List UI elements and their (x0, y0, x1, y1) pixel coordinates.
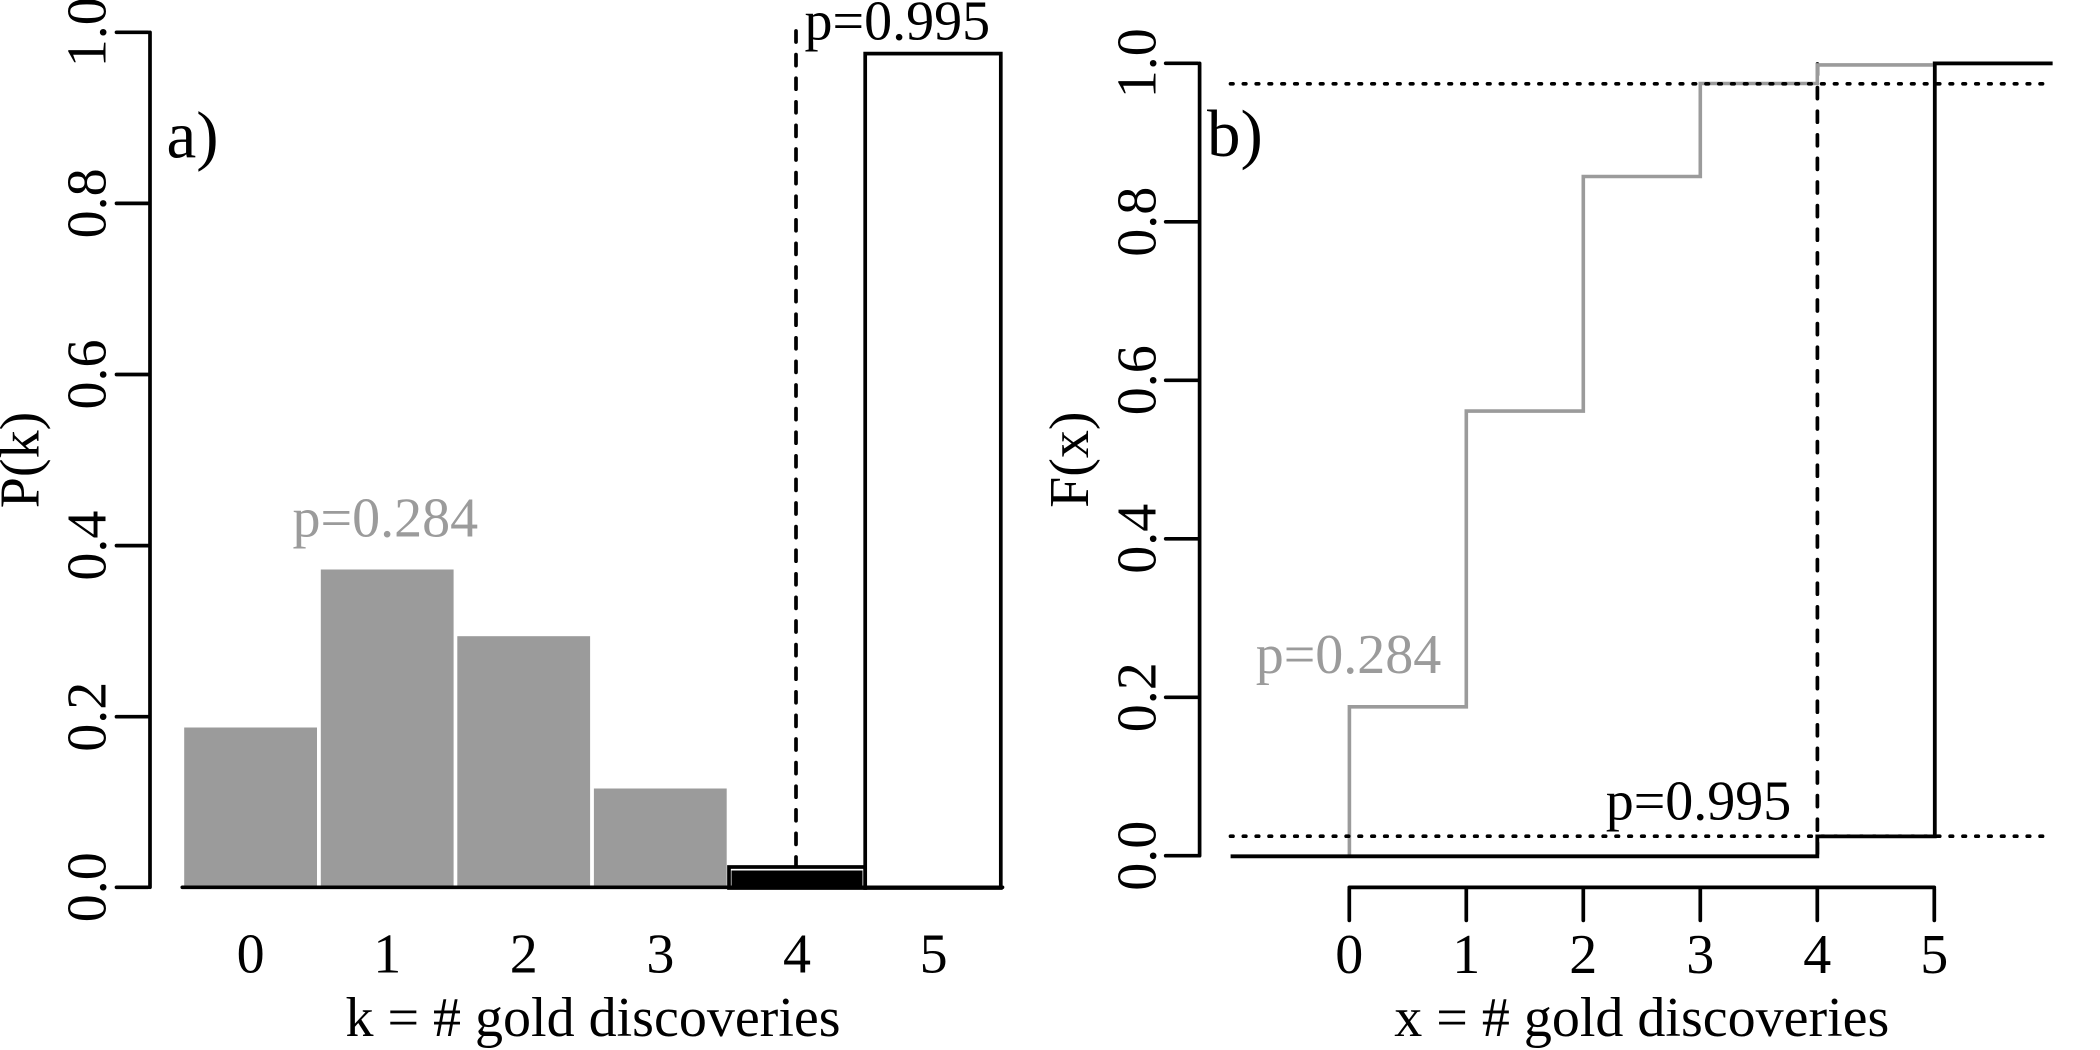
svg-text:0.8: 0.8 (1107, 187, 1169, 257)
svg-text:x = # gold discoveries: x = # gold discoveries (1394, 987, 1889, 1049)
svg-text:0.0: 0.0 (1107, 821, 1169, 891)
svg-text:3: 3 (646, 924, 674, 986)
svg-text:5: 5 (1920, 924, 1948, 986)
svg-text:2: 2 (1569, 924, 1597, 986)
svg-text:P(k): P(k) (0, 412, 52, 508)
svg-text:5: 5 (920, 924, 948, 986)
svg-text:F(x): F(x) (1039, 411, 1101, 507)
svg-text:0.2: 0.2 (1107, 662, 1169, 732)
svg-text:3: 3 (1686, 924, 1714, 986)
svg-text:4: 4 (1803, 924, 1831, 986)
svg-text:0: 0 (1335, 924, 1363, 986)
svg-text:1.0: 1.0 (1107, 28, 1169, 98)
svg-text:p=0.995: p=0.995 (805, 0, 991, 53)
svg-text:p=0.284: p=0.284 (1256, 624, 1442, 686)
svg-text:0.6: 0.6 (1107, 345, 1169, 415)
svg-text:0: 0 (237, 924, 265, 986)
svg-text:1.0: 1.0 (57, 0, 119, 67)
svg-text:p=0.995: p=0.995 (1606, 770, 1792, 832)
svg-text:4: 4 (783, 924, 811, 986)
svg-text:b): b) (1207, 97, 1263, 171)
svg-text:1: 1 (1452, 924, 1480, 986)
svg-text:0.2: 0.2 (57, 682, 119, 752)
svg-text:0.4: 0.4 (57, 511, 119, 581)
svg-text:0.8: 0.8 (57, 168, 119, 238)
svg-text:2: 2 (510, 924, 538, 986)
svg-text:0.6: 0.6 (57, 340, 119, 410)
svg-text:p=0.284: p=0.284 (293, 488, 479, 550)
svg-text:0.4: 0.4 (1107, 504, 1169, 574)
svg-text:1: 1 (373, 924, 401, 986)
svg-text:a): a) (167, 99, 219, 173)
svg-text:0.0: 0.0 (57, 852, 119, 922)
svg-text:k = # gold discoveries: k = # gold discoveries (345, 987, 840, 1049)
